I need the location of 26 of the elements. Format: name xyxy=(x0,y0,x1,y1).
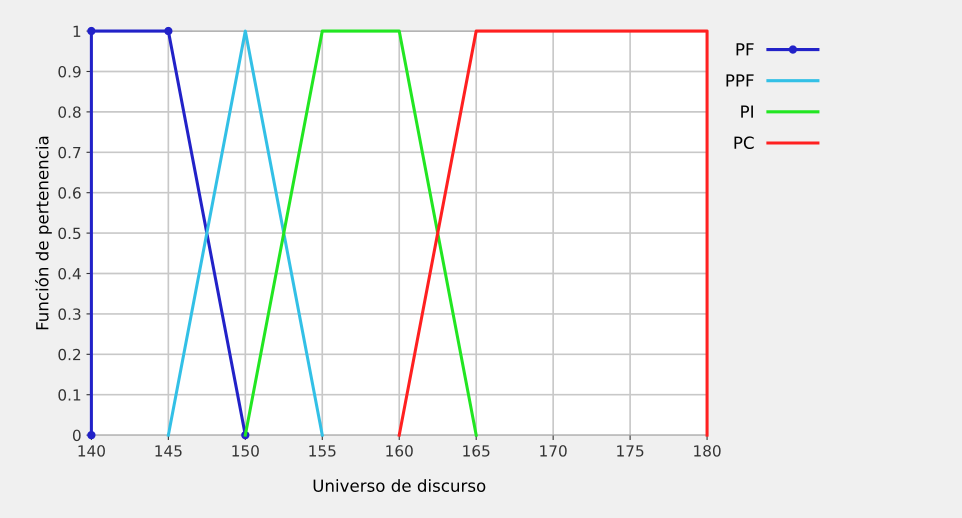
y-tick-label: 0.1 xyxy=(58,389,80,401)
x-axis-title: Universo de discurso xyxy=(314,479,486,492)
x-tick-label: 145 xyxy=(155,445,182,457)
x-tick-label: 150 xyxy=(232,445,259,457)
x-tick-label: 170 xyxy=(540,445,567,457)
y-axis-title: Función de pertenencia xyxy=(35,136,52,330)
y-tick-label: 0.9 xyxy=(58,66,81,78)
y-tick-label: 0.6 xyxy=(58,187,81,199)
x-tick-label: 140 xyxy=(78,445,105,457)
x-tick-label: 165 xyxy=(463,445,490,457)
y-tick-label: 0 xyxy=(72,430,81,442)
legend-label: PPF xyxy=(726,74,754,87)
y-tick-label: 0.8 xyxy=(58,106,81,118)
y-tick-label: 0.7 xyxy=(58,146,80,158)
legend-label: PF xyxy=(736,43,754,56)
y-tick-label: 0.2 xyxy=(58,348,80,360)
y-tick-label: 0.3 xyxy=(58,308,80,320)
y-tick-label: 0.4 xyxy=(58,268,81,280)
x-tick-label: 180 xyxy=(694,445,721,457)
legend-label: PI xyxy=(741,106,753,118)
legend-label: PC xyxy=(734,136,754,150)
x-tick-label: 155 xyxy=(309,445,336,457)
y-tick-label: 0.5 xyxy=(58,228,80,240)
x-tick-label: 175 xyxy=(617,445,644,457)
y-tick-label: 1 xyxy=(74,26,80,37)
x-tick-label: 160 xyxy=(386,445,413,457)
